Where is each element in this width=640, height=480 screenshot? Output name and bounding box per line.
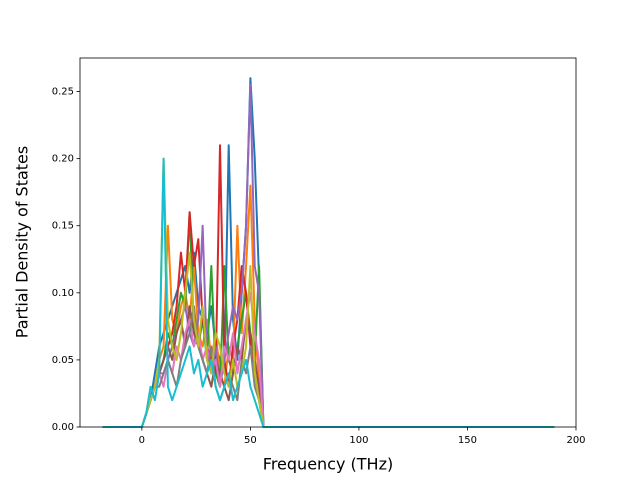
axes-frame [79, 57, 577, 428]
y-tick-label: 0.05 [52, 355, 74, 366]
x-tick-label: 150 [458, 435, 477, 446]
data-line [102, 157, 555, 428]
x-tick-label: 0 [139, 435, 145, 446]
plot-area [102, 77, 555, 428]
y-tick-label: 0.15 [52, 221, 74, 232]
x-axis-label: Frequency (THz) [263, 455, 393, 474]
x-tick-label: 50 [244, 435, 257, 446]
x-tick-label: 200 [566, 435, 585, 446]
data-line [102, 305, 555, 428]
y-tick-label: 0.20 [52, 154, 74, 165]
y-tick-label: 0.25 [52, 87, 74, 98]
y-tick-label: 0.10 [52, 288, 74, 299]
x-tick-label: 100 [349, 435, 368, 446]
y-axis-label: Partial Density of States [13, 146, 32, 338]
y-tick-label: 0.00 [52, 422, 74, 433]
